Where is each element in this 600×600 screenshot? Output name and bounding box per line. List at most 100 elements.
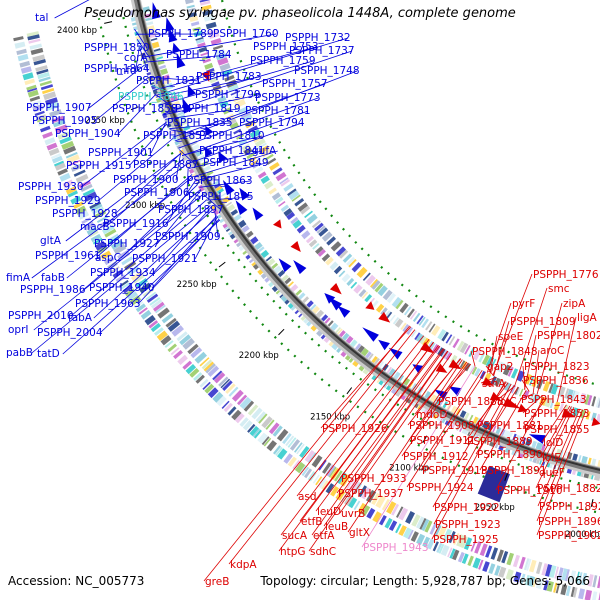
annotation-band-segment	[429, 394, 438, 403]
gene-leader-line	[489, 335, 498, 375]
scale-tick	[130, 106, 139, 111]
annotation-band-segment	[292, 460, 301, 470]
gene-leader-line	[66, 176, 194, 279]
annotation-band-segment	[519, 556, 526, 570]
gene-label: PSPPH_1900	[113, 174, 179, 186]
annotation-band-segment	[496, 361, 506, 373]
annotation-band-segment	[459, 342, 469, 354]
annotation-band-segment	[358, 289, 367, 298]
annotation-band-segment	[394, 318, 404, 328]
gene-leader-line	[178, 149, 197, 166]
gene-leader-line	[521, 379, 530, 392]
annotation-band-segment	[318, 459, 327, 471]
annotation-band-segment	[188, 11, 197, 18]
gene-label: PSPPH_1929	[35, 195, 101, 207]
annotation-band-segment	[317, 249, 326, 257]
annotation-band-segment	[315, 476, 323, 486]
gene-label: ligA	[577, 312, 597, 324]
gene-leader-line	[31, 163, 187, 279]
annotation-band-segment	[325, 256, 334, 266]
gene-label: PSPPH_1897	[158, 204, 224, 216]
annotation-band-segment	[171, 325, 184, 337]
gene-label: PSPPH_1863	[187, 175, 253, 187]
annotation-band-segment	[585, 411, 591, 420]
annotation-band-segment	[490, 547, 499, 560]
gene-leader-line	[165, 180, 196, 225]
gene-leader-line	[181, 135, 263, 156]
annotation-band-segment	[365, 274, 376, 286]
annotation-band-segment	[388, 368, 397, 377]
gene-leader-line	[33, 193, 204, 331]
gene-leader-line	[470, 350, 476, 367]
annotation-band-segment	[276, 428, 289, 442]
annotation-band-segment	[260, 249, 270, 259]
gene-leader-line	[536, 410, 587, 536]
gene-leader-line	[155, 37, 349, 96]
annotation-band-segment	[278, 201, 286, 207]
annotation-band-segment	[322, 462, 332, 474]
annotation-band-segment	[301, 230, 311, 240]
annotation-band-segment	[346, 478, 355, 490]
annotation-band-segment	[54, 162, 66, 171]
annotation-band-segment	[158, 64, 167, 70]
annotation-band-segment	[29, 43, 42, 50]
annotation-band-segment	[568, 406, 573, 415]
annotation-band-segment	[306, 300, 314, 308]
annotation-band-segment	[205, 363, 216, 374]
annotation-band-segment	[542, 380, 551, 392]
gene-leader-line	[188, 150, 263, 169]
annotation-band-segment	[89, 201, 101, 209]
gene-label: corA	[124, 52, 149, 64]
annotation-band-segment	[515, 434, 522, 443]
gene-leader-line	[182, 110, 309, 157]
annotation-band-segment	[494, 377, 501, 387]
annotation-band-segment	[83, 221, 95, 231]
annotation-band-segment	[249, 129, 261, 139]
gene-label: PSPPH_1849	[203, 157, 269, 169]
gene-leader-line	[194, 216, 218, 260]
annotation-band-segment	[280, 179, 291, 187]
gene-leader-line	[175, 152, 182, 181]
annotation-band-segment	[255, 411, 266, 423]
annotation-band-segment	[237, 394, 248, 406]
gene-leader-line	[207, 196, 252, 201]
gene-leader-line	[278, 341, 434, 552]
annotation-band-segment	[33, 59, 46, 66]
gene-label: PSPPH_1882	[537, 483, 600, 495]
annotation-band-segment	[22, 72, 34, 81]
annotation-band-segment	[570, 586, 575, 597]
annotation-band-segment	[51, 155, 63, 164]
annotation-band-segment	[578, 588, 585, 600]
gene-leader-line	[99, 219, 221, 334]
gene-label: PSPPH_1912	[403, 451, 469, 463]
annotation-band-segment	[361, 487, 371, 500]
annotation-band-segment	[156, 330, 168, 341]
gene-label: fabB	[41, 272, 65, 284]
annotation-band-segment	[315, 309, 325, 318]
annotation-band-segment	[455, 408, 461, 416]
annotation-band-segment	[341, 332, 350, 341]
annotation-band-segment	[104, 228, 117, 238]
annotation-band-segment	[463, 537, 473, 550]
annotation-band-segment	[82, 188, 95, 197]
gene-label: PSPPH_1937	[338, 488, 404, 500]
annotation-band-segment	[437, 526, 447, 540]
gene-leader-line	[139, 48, 148, 70]
annotation-band-segment	[459, 360, 466, 369]
annotation-band-segment	[453, 533, 460, 545]
annotation-band-segment	[314, 222, 324, 232]
annotation-band-segment	[190, 347, 203, 359]
annotation-band-segment	[100, 250, 112, 260]
annotation-band-segment	[335, 246, 346, 257]
annotation-band-segment	[34, 110, 45, 117]
annotation-band-segment	[202, 58, 211, 64]
annotation-band-segment	[67, 190, 78, 198]
annotation-band-segment	[142, 6, 151, 13]
annotation-band-segment	[425, 321, 433, 331]
gene-leader-line	[433, 383, 512, 525]
annotation-band-segment	[549, 400, 555, 409]
annotation-band-segment	[187, 134, 196, 142]
annotation-band-segment	[564, 388, 570, 399]
annotation-band-segment	[338, 330, 346, 338]
